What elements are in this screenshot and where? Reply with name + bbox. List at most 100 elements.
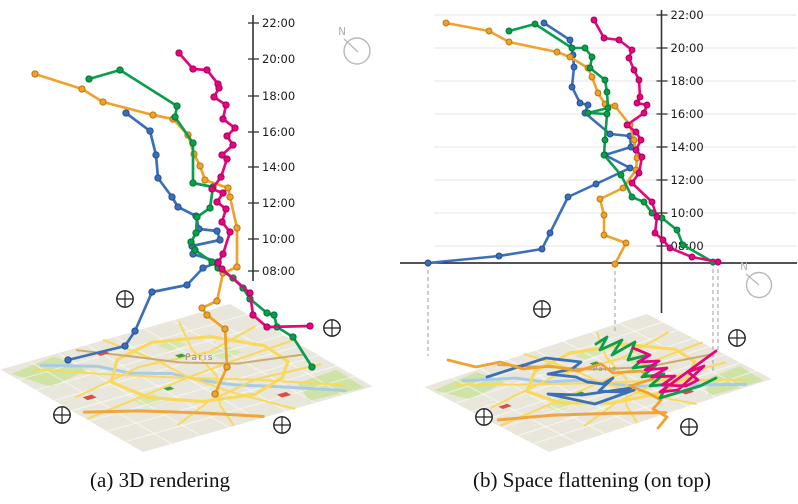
waypoint-dot xyxy=(196,162,204,170)
tick-label: 12:00 xyxy=(671,173,704,187)
waypoint-dot xyxy=(263,309,271,317)
compass-needle xyxy=(343,38,359,53)
waypoint-dot xyxy=(263,323,271,331)
map-a-city-label: Paris xyxy=(185,353,214,363)
waypoint-dot xyxy=(223,132,231,140)
tick-label: 18:00 xyxy=(262,89,295,103)
plus-marker[interactable] xyxy=(680,418,698,436)
tick-label: 22:00 xyxy=(671,8,704,22)
projection-drop-lines xyxy=(427,262,719,374)
map-road xyxy=(35,316,343,439)
waypoint-dot xyxy=(626,164,634,172)
waypoint-dot xyxy=(586,64,594,72)
waypoint-dot xyxy=(233,224,241,232)
waypoint-dot xyxy=(584,101,592,109)
waypoint-dot xyxy=(588,53,596,61)
waypoint-dot xyxy=(191,246,199,254)
waypoint-dot xyxy=(214,259,222,267)
plus-marker[interactable] xyxy=(475,408,493,426)
waypoint-dot xyxy=(603,88,611,96)
compass-circle xyxy=(343,37,371,65)
waypoint-dot xyxy=(215,84,223,92)
waypoint-dot xyxy=(630,66,638,74)
waypoint-dot xyxy=(594,89,602,97)
waypoint-dot xyxy=(246,289,254,297)
map-feature xyxy=(498,403,512,409)
plus-marker[interactable] xyxy=(53,406,71,424)
waypoint-dot xyxy=(189,65,197,73)
tick-label: 22:00 xyxy=(262,16,295,30)
waypoint-dot xyxy=(566,53,574,61)
waypoint-dot xyxy=(218,151,226,159)
tick-label: 18:00 xyxy=(671,74,704,88)
waypoint-dot xyxy=(600,231,608,239)
waypoint-dot xyxy=(505,27,513,35)
map-road xyxy=(498,318,710,401)
waypoint-dot xyxy=(623,121,631,129)
waypoint-dot xyxy=(99,98,107,106)
caption-a: (a) 3D rendering xyxy=(90,468,230,492)
waypoint-dot xyxy=(208,185,216,193)
trajectory-green-b-flat xyxy=(594,335,718,400)
plus-marker[interactable] xyxy=(533,300,551,318)
waypoint-dot xyxy=(592,180,600,188)
map-feature xyxy=(163,386,175,391)
waypoint-dot xyxy=(183,281,191,289)
trajectory-magenta-b-flat xyxy=(631,346,718,394)
waypoint-dot xyxy=(673,226,681,234)
waypoint-dot xyxy=(601,76,609,84)
waypoint-dot xyxy=(666,244,674,252)
waypoint-dot xyxy=(171,113,179,121)
waypoint-dot xyxy=(600,151,608,159)
waypoint-dot xyxy=(568,83,576,91)
waypoint-dot xyxy=(638,153,646,161)
waypoint-dot xyxy=(564,193,572,201)
plus-marker[interactable] xyxy=(323,319,341,337)
plus-marker[interactable] xyxy=(116,290,134,308)
waypoint-dot xyxy=(213,198,221,206)
map-road xyxy=(77,308,304,396)
map-road xyxy=(97,322,316,425)
waypoint-dot xyxy=(122,109,130,117)
tick-label: 14:00 xyxy=(262,160,295,174)
waypoint-dot xyxy=(611,102,619,110)
plus-marker[interactable] xyxy=(273,416,291,434)
map-road xyxy=(498,383,665,449)
waypoint-dot xyxy=(596,195,604,203)
trajectory-blue-b xyxy=(424,19,635,267)
trajectory-magenta-b xyxy=(590,16,722,266)
map-feature xyxy=(11,356,89,388)
waypoint-dot xyxy=(221,325,229,333)
waypoint-dot xyxy=(229,141,237,149)
waypoint-dot xyxy=(193,213,201,221)
waypoint-dot xyxy=(149,111,157,119)
waypoint-dot xyxy=(116,66,124,74)
waypoint-dot xyxy=(601,136,609,144)
waypoint-dot xyxy=(187,238,195,246)
tick-label: 10:00 xyxy=(262,232,295,246)
waypoint-dot xyxy=(630,136,638,144)
map-feature xyxy=(589,361,601,366)
waypoint-dot xyxy=(174,203,182,211)
waypoint-dot xyxy=(590,16,598,24)
waypoint-dot xyxy=(217,173,225,181)
waypoint-dot xyxy=(213,297,221,305)
compass-needle xyxy=(745,273,760,286)
plus-marker[interactable] xyxy=(728,329,746,347)
tick-label: 12:00 xyxy=(262,196,295,210)
trajectory-magenta-a xyxy=(175,49,314,331)
waypoint-dot xyxy=(640,198,648,206)
waypoint-dot xyxy=(635,169,643,177)
waypoint-dot xyxy=(622,239,630,247)
waypoint-dot xyxy=(546,229,554,237)
waypoint-dot xyxy=(148,288,156,296)
compass-b: N xyxy=(740,261,773,299)
waypoint-dot xyxy=(540,19,548,27)
trajectory-orange-a xyxy=(31,70,241,398)
waypoint-dot xyxy=(173,102,181,110)
waypoint-dot xyxy=(198,304,206,312)
tick-label: 10:00 xyxy=(671,206,704,220)
waypoint-dot xyxy=(553,48,561,56)
waypoint-dot xyxy=(175,49,183,57)
